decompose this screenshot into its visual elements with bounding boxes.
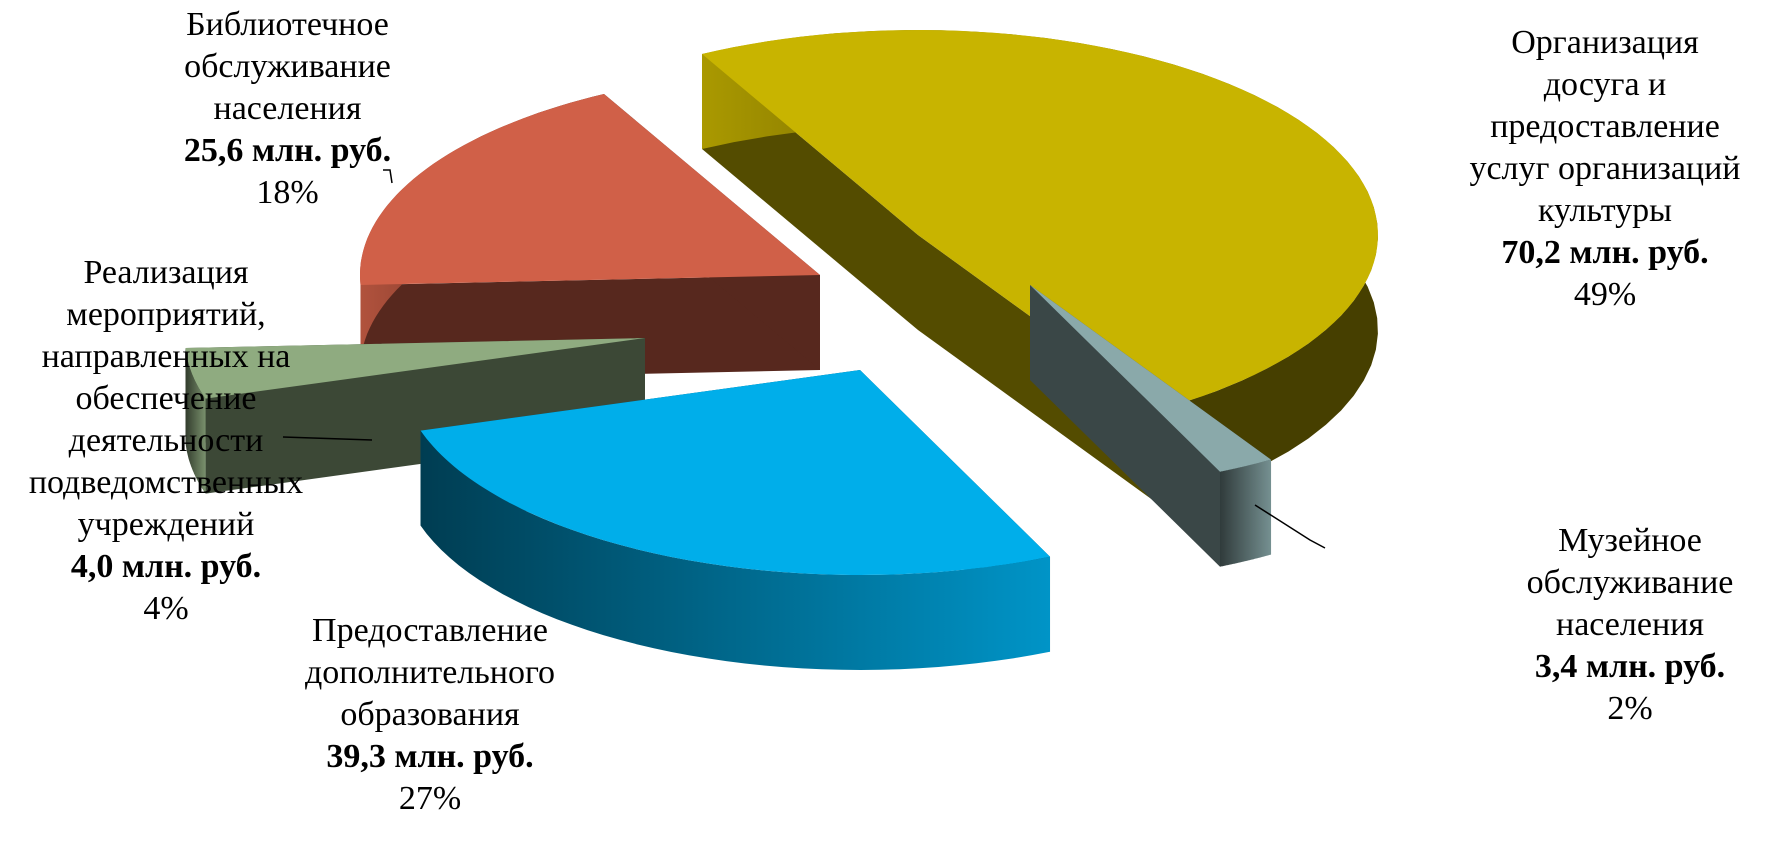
slice-percent-library: 18%: [256, 174, 319, 211]
slice-percent-education: 27%: [398, 780, 462, 817]
slice-library-top: [360, 94, 820, 285]
slice-education: [420, 370, 1051, 670]
slice-value-culture: 70,2 млн. руб.: [1501, 234, 1709, 271]
slice-percent-events: 4%: [143, 590, 189, 627]
slice-label-education: Предоставление дополнительного образован…: [250, 610, 610, 820]
slice-name-museum: Музейное обслуживание населения: [1526, 522, 1734, 643]
slice-culture-top: [702, 30, 1378, 410]
slice-library: [360, 93, 820, 381]
leader-line-museum: [1254, 504, 1326, 549]
slice-name-education: Предоставление дополнительного образован…: [304, 612, 556, 733]
slice-label-culture: Организация досуга и предоставление услу…: [1420, 22, 1779, 316]
slice-museum-side: [1220, 459, 1271, 567]
slice-name-library: Библиотечное обслуживание населения: [184, 6, 391, 127]
leader-line-library: [383, 169, 393, 184]
slice-education-side: [420, 430, 1051, 670]
slice-events: [185, 338, 645, 494]
slice-label-events: Реализация мероприятий, направленных на …: [6, 252, 326, 630]
slice-museum-wall-end: [1030, 285, 1221, 567]
slice-value-education: 39,3 млн. руб.: [326, 738, 534, 775]
slice-percent-museum: 2%: [1607, 690, 1653, 727]
slice-label-library: Библиотечное обслуживание населения 25,6…: [120, 4, 455, 214]
slice-events-side: [185, 348, 206, 494]
slice-events-top: [185, 338, 645, 399]
slice-museum: [1030, 285, 1272, 567]
leader-line-events: [282, 436, 373, 441]
slice-label-museum: Музейное обслуживание населения 3,4 млн.…: [1480, 520, 1779, 730]
slice-value-museum: 3,4 млн. руб.: [1534, 648, 1726, 685]
slice-name-culture: Организация досуга и предоставление услу…: [1469, 24, 1741, 229]
slice-name-events: Реализация мероприятий, направленных на …: [28, 254, 304, 543]
slice-value-library: 25,6 млн. руб.: [183, 132, 392, 169]
slice-percent-culture: 49%: [1573, 276, 1637, 313]
slice-museum-top: [1030, 285, 1271, 472]
slice-value-events: 4,0 млн. руб.: [70, 548, 262, 585]
slice-education-top: [420, 370, 1051, 575]
